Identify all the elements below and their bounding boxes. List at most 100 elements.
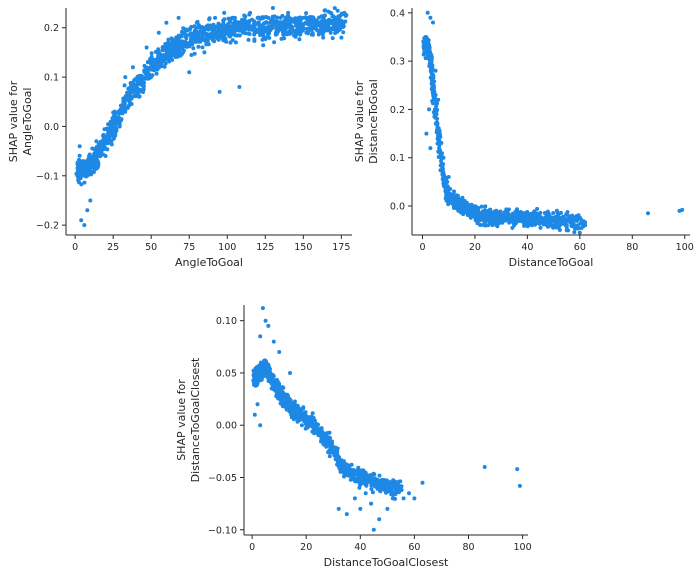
angle-point xyxy=(175,51,180,56)
distance-point xyxy=(436,149,441,154)
angle-point xyxy=(338,27,342,32)
closest-point xyxy=(260,367,265,372)
angle-point xyxy=(335,8,340,13)
angle-point xyxy=(113,128,118,133)
distance-point xyxy=(552,215,557,220)
angle-point xyxy=(294,29,299,34)
angle-point xyxy=(82,223,87,228)
angle-point xyxy=(304,11,309,16)
angle-point xyxy=(267,20,272,25)
distance-point xyxy=(452,189,456,194)
angle-point xyxy=(160,45,165,50)
distance-point xyxy=(546,213,551,218)
closest-point xyxy=(312,430,317,435)
distance-point xyxy=(521,221,526,225)
angle-point xyxy=(127,97,132,102)
angle-point xyxy=(301,15,306,20)
angle-point xyxy=(319,14,324,19)
angle-point xyxy=(134,77,139,82)
distance-point xyxy=(441,181,446,185)
angle-point xyxy=(311,18,316,23)
angle-point xyxy=(164,20,169,25)
distance-point xyxy=(433,121,438,126)
closest-point xyxy=(391,492,396,497)
distance-point xyxy=(430,77,435,82)
closest-point xyxy=(373,484,377,489)
angle-point xyxy=(243,14,248,19)
angle-point xyxy=(184,44,189,49)
angle-point xyxy=(238,25,243,30)
distance-y-tick-label: 0.1 xyxy=(390,153,405,164)
closest-point xyxy=(299,411,304,416)
angle-point xyxy=(252,30,257,35)
angle-point xyxy=(210,27,215,32)
closest-point xyxy=(352,496,357,501)
angle-point xyxy=(77,169,82,174)
angle-point xyxy=(156,56,161,61)
distance-x-tick-label: 100 xyxy=(676,242,694,253)
closest-x-tick-label: 40 xyxy=(354,542,366,553)
angle-point xyxy=(210,30,215,35)
angle-point xyxy=(163,61,168,66)
angle-point xyxy=(95,159,100,163)
angle-point xyxy=(222,17,227,22)
angle-point xyxy=(118,107,123,112)
distance-point xyxy=(523,213,528,218)
closest-point xyxy=(372,472,377,477)
angle-y-tick-label: −0.1 xyxy=(36,171,59,182)
closest-point xyxy=(277,350,282,354)
distance-point xyxy=(563,220,568,224)
angle-point xyxy=(310,32,315,37)
distance-point xyxy=(432,108,437,113)
angle-point xyxy=(184,36,189,41)
distance-point xyxy=(495,216,500,221)
distance-point xyxy=(532,209,537,214)
closest-y-axis-label-line-1: SHAP value for xyxy=(175,379,188,461)
angle-point xyxy=(249,24,253,29)
angle-point xyxy=(130,81,135,86)
distance-point xyxy=(446,202,451,207)
angle-point xyxy=(128,89,133,94)
distance-point xyxy=(482,208,487,213)
distance-point xyxy=(435,141,440,146)
closest-point xyxy=(289,410,294,415)
angle-point xyxy=(117,124,122,129)
angle-point xyxy=(109,142,114,147)
distance-point xyxy=(437,146,442,150)
closest-point xyxy=(266,378,271,383)
angle-point xyxy=(333,31,338,35)
angle-point xyxy=(81,169,86,173)
angle-point xyxy=(248,10,253,15)
closest-y-axis-label-line-2: DistanceToGoalClosest xyxy=(189,357,202,482)
closest-point xyxy=(295,409,300,414)
distance-point xyxy=(434,101,439,106)
closest-point xyxy=(313,425,318,430)
closest-point xyxy=(271,339,276,344)
distance-point xyxy=(533,218,538,223)
closest-point xyxy=(363,470,368,475)
distance-point xyxy=(564,225,569,230)
distance-x-tick-label: 80 xyxy=(626,242,638,253)
angle-point xyxy=(270,26,275,31)
distance-point xyxy=(435,125,440,129)
angle-point xyxy=(298,25,303,30)
closest-point xyxy=(327,430,332,435)
distance-point xyxy=(429,81,434,86)
distance-x-tick-label: 60 xyxy=(574,242,586,253)
distance-point xyxy=(460,202,465,207)
angle-point xyxy=(101,132,106,137)
distance-point xyxy=(429,87,434,91)
distance-point xyxy=(468,204,473,209)
angle-point xyxy=(183,39,188,44)
distance-point xyxy=(441,155,446,160)
distance-point xyxy=(428,61,432,66)
angle-point xyxy=(293,20,298,25)
angle-point xyxy=(185,28,190,33)
closest-point xyxy=(327,454,332,459)
angle-point xyxy=(108,123,113,128)
angle-point xyxy=(207,25,211,30)
distance-point xyxy=(436,97,441,102)
distance-point xyxy=(427,107,431,112)
angle-y-tick-label: 0.2 xyxy=(44,23,59,34)
